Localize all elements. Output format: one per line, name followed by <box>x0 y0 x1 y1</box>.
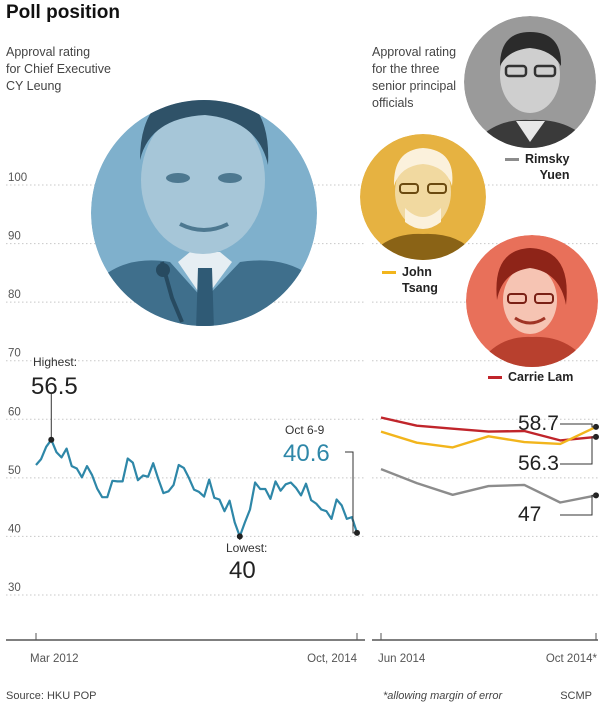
legend-name: John <box>402 265 432 279</box>
credit-text: SCMP <box>560 690 592 702</box>
series-line-rimsky-yuen <box>380 467 597 504</box>
end-value-label: 58.7 <box>518 412 559 435</box>
legend-name: Tsang <box>402 281 438 295</box>
legend-name: Yuen <box>539 168 570 182</box>
page-title: Poll position <box>6 2 120 23</box>
y-tick-label: 90 <box>8 231 21 243</box>
legend-carrie-lam: Carrie Lam <box>488 369 573 385</box>
x-tick-label: Mar 2012 <box>30 653 79 665</box>
x-tick-label: Oct 2014* <box>546 653 598 665</box>
y-tick-label: 70 <box>8 348 21 360</box>
right-subtitle-line: officials <box>372 96 414 110</box>
latest-marker <box>354 529 360 536</box>
legend-swatch <box>488 376 502 379</box>
footnote-text: *allowing margin of error <box>383 690 503 702</box>
left-grid: 30 40 50 60 70 80 90 100 <box>6 172 365 596</box>
highest-marker <box>48 436 55 443</box>
left-subtitle-line: for Chief Executive <box>6 62 111 76</box>
end-label-leader <box>560 494 596 516</box>
lowest-marker <box>236 533 243 540</box>
latest-label: Oct 6-9 <box>285 423 325 437</box>
y-tick-label: 40 <box>8 523 21 535</box>
latest-value: 40.6 <box>283 440 330 467</box>
source-text: Source: HKU POP <box>6 690 97 702</box>
series-line-carrie-lam <box>380 416 597 442</box>
lowest-label: Lowest: <box>226 541 267 555</box>
legend-rimsky-yuen: Rimsky Yuen <box>505 151 569 183</box>
y-tick-label: 60 <box>8 406 21 418</box>
left-subtitle-line: CY Leung <box>6 79 62 93</box>
legend-swatch <box>382 271 396 274</box>
y-tick-label: 100 <box>8 172 27 184</box>
x-tick-label: Oct, 2014 <box>307 653 357 665</box>
annotation-leader <box>345 451 357 534</box>
legend-name: Carrie Lam <box>508 370 574 384</box>
lowest-value: 40 <box>229 557 256 584</box>
end-value-label: 47 <box>518 503 541 526</box>
rimsky-yuen-photo <box>464 16 596 148</box>
end-label-leader <box>560 423 596 428</box>
left-subtitle: Approval rating for Chief Executive CY L… <box>6 44 111 95</box>
right-subtitle-line: senior principal <box>372 79 457 93</box>
y-tick-label: 50 <box>8 465 21 477</box>
highest-label: Highest: <box>33 355 77 369</box>
end-value-label: 56.3 <box>518 452 559 475</box>
right-subtitle: Approval rating for the three senior pri… <box>372 44 456 112</box>
right-subtitle-line: for the three <box>372 62 440 76</box>
series-line-cy-leung <box>35 438 359 538</box>
cy-leung-photo <box>91 100 317 326</box>
highest-value: 56.5 <box>31 373 78 400</box>
legend-swatch <box>505 158 519 161</box>
john-tsang-photo <box>360 134 486 260</box>
end-label-leader <box>560 436 596 465</box>
y-tick-label: 30 <box>8 582 21 594</box>
legend-john-tsang: John Tsang <box>382 264 438 296</box>
right-subtitle-line: Approval rating <box>372 45 457 59</box>
left-subtitle-line: Approval rating <box>6 45 91 59</box>
y-tick-label: 80 <box>8 289 21 301</box>
carrie-lam-photo <box>466 235 598 367</box>
x-tick-label: Jun 2014 <box>378 653 426 665</box>
series-line-john-tsang <box>380 425 597 449</box>
legend-name: Rimsky <box>525 152 570 166</box>
